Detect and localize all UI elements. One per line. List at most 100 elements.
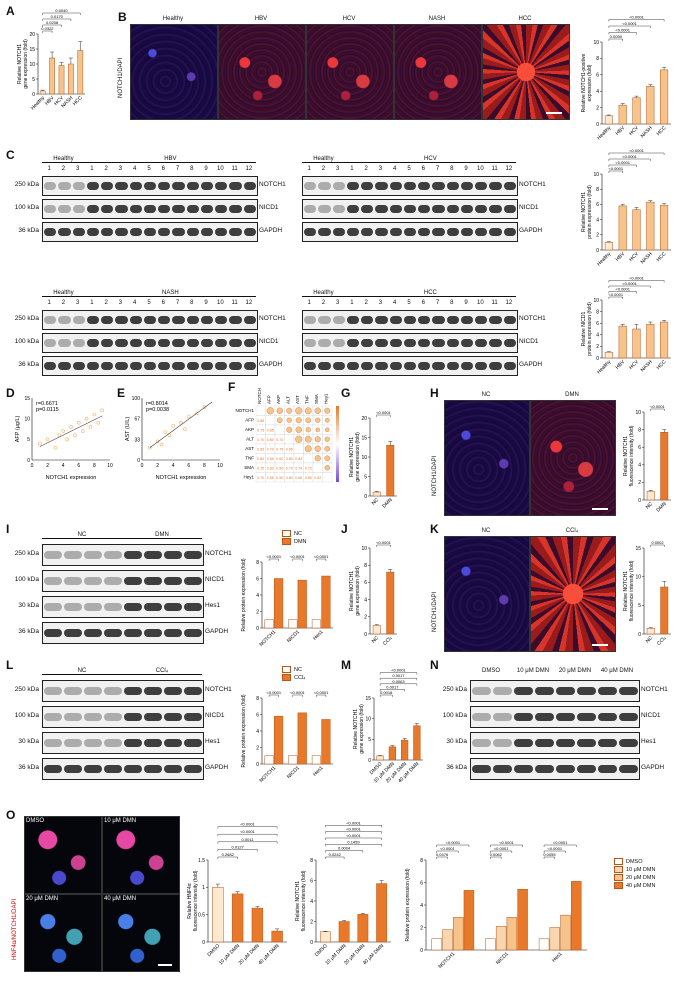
blot-band [104,577,122,585]
y-tick-label: 6 [596,202,599,208]
blot-row-label: NICD1 [259,204,279,211]
corr-pie [286,417,292,423]
significance-bracket [543,856,555,859]
blot-row-label: NOTCH1 [519,181,546,188]
blot-band [472,713,491,721]
color-scale-bar [336,406,339,482]
blot-band [577,687,596,695]
y-axis-label: protein expression (fold) [587,302,593,356]
blot-lane-number: 3 [118,166,123,172]
panel-label-l: L [6,658,14,672]
blot-band [375,182,388,190]
bar [485,938,496,951]
blot-band [598,739,617,747]
bar [646,628,655,635]
y-tick-label: 4 [420,903,423,909]
heat-cell [274,424,285,435]
blot-band [503,182,516,190]
p-value: <0.0001 [290,690,305,695]
p-value: <0.0001 [499,840,514,845]
blot-band [84,577,102,585]
x-tick-label: NOTCH1 [258,765,277,784]
significance-bracket [42,30,53,33]
blot-band [86,362,100,370]
bar [321,719,331,765]
significance-bracket [379,694,393,697]
bar [560,914,571,951]
blot-band [332,339,345,347]
p-value: 0.0127 [232,844,245,849]
blot-band [389,228,402,236]
blot-band [503,362,516,370]
y-tick-label: 15 [361,435,367,441]
panel-label-j: J [341,522,348,536]
blot-row-label: NICD1 [205,712,225,719]
p-value: <0.0001 [615,160,630,165]
significance-bracket [490,850,513,853]
blot-band [346,339,360,347]
y-tick-label: 33 [134,437,140,443]
scatter-point [76,420,81,425]
scatter-point [96,420,101,425]
corr-pie [324,455,330,461]
blot-band [129,228,142,236]
corr-value: 0.85 [257,419,264,423]
corr-pie [295,407,303,415]
blot-band [186,205,199,213]
blot-row-label: Hes1 [205,738,221,745]
blot-kda-label: 100 kDa [14,204,39,211]
corr-value: 0.60 [267,466,274,470]
blot-band [432,182,445,190]
y-tick-label: 0 [202,940,205,946]
significance-bracket [376,544,391,547]
blot-lane-number: 3 [75,300,80,306]
blot-band [403,228,417,236]
scatter-point [100,408,105,413]
y-axis-label: Relative NOTCH1 [623,571,629,611]
bar [264,755,274,765]
corr-value: 0.50 [276,466,283,470]
y-tick-label: 0 [137,458,140,464]
blot-strip [42,176,258,196]
blot-strip [302,199,518,219]
blot-lane-number: 1 [307,300,311,306]
x-axis-label: NOTCH1 expression [156,475,207,481]
blot-band [432,316,445,324]
p-value: <0.0001 [240,822,255,827]
blot-band [475,228,488,236]
bar [618,104,627,125]
legend-item: DMSO [614,858,643,865]
y-axis-label: Relative NOTCH1 [349,437,355,477]
blot-band [44,739,62,747]
blot-lane-number: 4 [393,300,397,306]
y-tick-label: 4 [310,899,313,905]
chart-k: Relative NOTCH1 fluorescence intensity (f… [623,540,671,647]
scatter-point [88,425,93,429]
bar [442,929,453,951]
blot-band [44,339,57,347]
y-tick-label: 4 [596,333,599,339]
blot-strip [302,356,518,376]
blot-band [619,687,638,695]
blot-band [115,205,128,213]
blot-band [403,316,417,324]
p-value: 0.0017 [386,684,399,689]
y-axis-label: fluorescence intensity (fold) [629,560,635,621]
blot-kda-label: 250 kDa [442,686,467,693]
chart-i: Relative protein expression (fold) 0 2 4 6 8 N… [241,554,333,648]
row-label: TNF [245,456,254,461]
blot-band [104,739,122,747]
blot-band [186,228,199,236]
blot-strip [470,706,640,728]
significance-bracket [490,856,502,859]
blot-band [514,739,533,747]
y-axis-label: Relative protein expression (fold) [241,694,247,767]
blot-band [172,316,185,324]
blot-lane-number: 11 [231,166,238,172]
bar [549,927,561,951]
heat-cell [255,405,266,416]
blot-n: DMSO 10 μM DMN 20 μM DMN 40 μM DMN NOTCH1 250… [436,664,674,784]
legend-swatch [282,538,291,545]
blot-band [124,551,142,559]
significance-bracket [608,158,651,161]
